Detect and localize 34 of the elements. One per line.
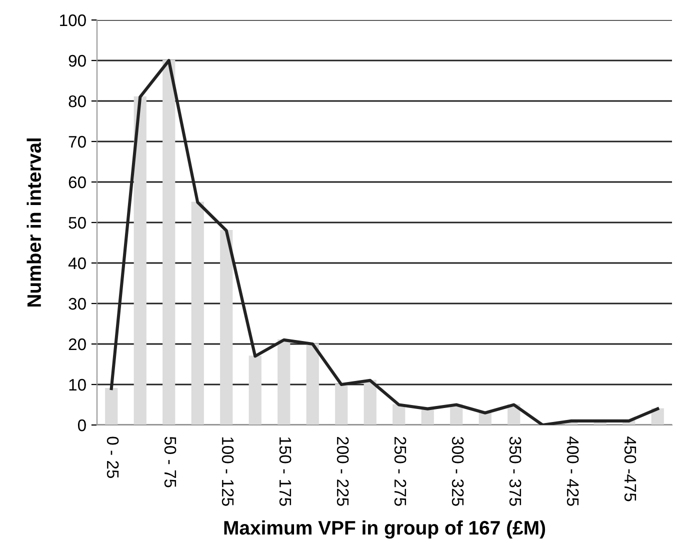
x-tick-label: 400 - 425 <box>566 436 579 506</box>
bar <box>392 404 406 425</box>
bar <box>248 356 262 425</box>
bar <box>162 60 176 425</box>
y-tick-label: 30 <box>68 298 86 310</box>
x-tick-label: 250 - 275 <box>394 436 406 506</box>
y-tick-label: 0 <box>78 419 86 432</box>
y-tick-label: 80 <box>68 95 86 108</box>
bar <box>335 384 348 425</box>
y-tick-label: 100 <box>60 14 86 26</box>
x-tick-label: 450 -475 <box>624 436 636 502</box>
y-tick-label: 20 <box>68 338 86 350</box>
y-axis-title: Number in interval <box>26 138 42 307</box>
x-tick-label: 50 - 75 <box>164 436 176 488</box>
x-tick-label: 300 - 325 <box>452 436 464 506</box>
bar <box>134 96 146 425</box>
bar <box>105 388 118 425</box>
y-tick-label: 40 <box>68 257 86 270</box>
y-tick-label: 10 <box>69 378 86 391</box>
x-tick-label: 0 - 25 <box>106 436 119 478</box>
x-tick-label: 350 - 375 <box>509 436 522 506</box>
x-axis-title: Maximum VPF in group of 167 (£M) <box>224 520 546 539</box>
x-tick-label: 200 - 225 <box>336 436 349 506</box>
y-tick-label: 50 <box>68 216 86 229</box>
bar <box>306 343 319 425</box>
bar <box>278 339 290 425</box>
y-tick-label: 70 <box>68 136 86 148</box>
bar <box>364 380 376 425</box>
y-tick-label: 90 <box>68 54 86 67</box>
x-tick-label: 100 - 125 <box>222 437 234 506</box>
y-tick-label: 60 <box>68 176 86 188</box>
x-tick-label: 150 - 175 <box>279 437 292 506</box>
bar <box>220 230 233 425</box>
bar <box>191 202 204 425</box>
